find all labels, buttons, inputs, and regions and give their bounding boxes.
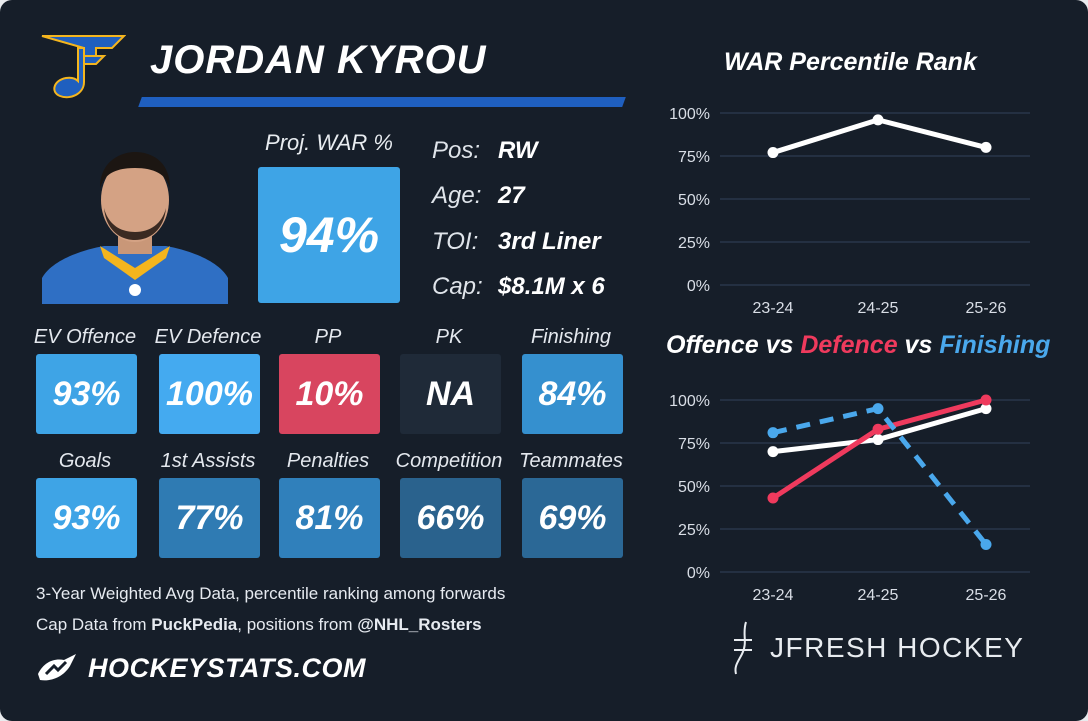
stat-label-ev-defence: EV Defence xyxy=(154,326,262,348)
chart1-series-point-0 xyxy=(872,114,884,126)
stat-label-pk: PK xyxy=(435,326,463,348)
stat-label-ev-offence: EV Offence xyxy=(33,326,137,348)
chart1-y-tick-label: 100% xyxy=(669,106,710,123)
player-headshot xyxy=(42,152,228,304)
name-underline-bar xyxy=(138,97,626,107)
stat-label-pp: PP xyxy=(314,326,342,348)
stat-box-ev-offence: 93% xyxy=(36,354,137,434)
war-value-box: 94% xyxy=(258,167,400,303)
chart2-series-point-2 xyxy=(980,538,992,550)
info-row-cap: Cap: $8.1M x 6 xyxy=(432,265,605,311)
chart1-x-tick-label: 24-25 xyxy=(858,300,899,317)
chart1-y-tick-label: 50% xyxy=(678,192,710,209)
chart2-title-defence: Defence xyxy=(800,331,898,359)
stat-box-goals: 93% xyxy=(36,478,137,558)
chart2-x-tick-label: 24-25 xyxy=(858,587,899,604)
stat-box-penalties: 81% xyxy=(279,478,380,558)
chart1-x-tick-label: 25-26 xyxy=(966,300,1007,317)
stat-label-1st-assists: 1st Assists xyxy=(160,450,256,472)
chart1-y-tick-label: 75% xyxy=(678,149,710,166)
chart2-x-tick-label: 25-26 xyxy=(966,587,1007,604)
info-value: 27 xyxy=(498,182,525,210)
info-key: TOI: xyxy=(432,227,479,255)
chart2-series-point-0 xyxy=(872,434,884,446)
chart2-y-tick-label: 0% xyxy=(687,565,710,582)
stat-box-pk: NA xyxy=(400,354,501,434)
info-row-age: Age: 27 xyxy=(432,174,605,220)
stat-box-finishing: 84% xyxy=(522,354,623,434)
blues-note-logo xyxy=(41,35,126,99)
info-value: 3rd Liner xyxy=(498,227,601,255)
stat-label-finishing: Finishing xyxy=(530,326,612,348)
chart1-title: WAR Percentile Rank xyxy=(724,48,977,76)
chart2-series-point-2 xyxy=(872,403,884,415)
hockeystats-icon xyxy=(38,654,76,681)
hockeystats-logo: HOCKEYSTATS.COM xyxy=(36,652,366,684)
player-name: JORDAN KYROU xyxy=(150,38,487,82)
info-row-pos: Pos: RW xyxy=(432,128,605,174)
footnote-nhl-rosters: @NHL_Rosters xyxy=(357,615,482,634)
footnote-data: 3-Year Weighted Avg Data, percentile ran… xyxy=(36,584,506,603)
footnote-sources: Cap Data from PuckPedia, positions from … xyxy=(36,615,482,635)
chart2-series-point-0 xyxy=(980,403,992,415)
info-value: $8.1M x 6 xyxy=(498,273,605,301)
chart2-title-offence: Offence xyxy=(666,331,759,359)
jfresh-logo: JFRESH HOCKEY xyxy=(730,620,1024,676)
player-info: Pos: RW Age: 27 TOI: 3rd Liner Cap: $8.1… xyxy=(432,128,605,310)
offence-defence-finishing-chart: 0% 25% 50% 75% 100% 23-24 24-25 25-26 xyxy=(669,393,1030,604)
stat-label-penalties: Penalties xyxy=(286,450,370,472)
info-key: Age: xyxy=(432,182,482,210)
stat-label-competition: Competition xyxy=(395,450,503,472)
stat-label-goals: Goals xyxy=(58,450,112,472)
stat-box-teammates: 69% xyxy=(522,478,623,558)
jfresh-text: JFRESH HOCKEY xyxy=(770,632,1025,663)
chart1-y-tick-label: 25% xyxy=(678,235,710,252)
war-percentile-chart: 0% 25% 50% 75% 100% 23-24 24-25 25-26 xyxy=(669,106,1030,317)
hockeystats-text: HOCKEYSTATS.COM xyxy=(88,652,367,683)
chart1-x-tick-label: 23-24 xyxy=(753,300,794,317)
war-label: Proj. WAR % xyxy=(265,130,393,155)
chart2-series-point-1 xyxy=(980,394,992,406)
chart2-y-tick-label: 100% xyxy=(669,393,710,410)
info-key: Pos: xyxy=(432,136,481,164)
chart2-title: Offence vs Defence vs Finishing xyxy=(666,331,1050,360)
info-row-toi: TOI: 3rd Liner xyxy=(432,219,605,265)
chart1-series-point-0 xyxy=(767,147,779,159)
stat-box-1st-assists: 77% xyxy=(159,478,260,558)
chart2-title-vs2: vs xyxy=(897,331,940,359)
footnote-mid: , positions from xyxy=(237,615,358,634)
chart2-y-tick-label: 25% xyxy=(678,522,710,539)
chart1-series-point-0 xyxy=(980,141,992,153)
chart2-y-tick-label: 75% xyxy=(678,436,710,453)
chart2-x-tick-label: 23-24 xyxy=(753,587,794,604)
chart2-series-point-1 xyxy=(767,492,779,504)
footnote-prefix: Cap Data from xyxy=(36,615,152,634)
chart2-y-tick-label: 50% xyxy=(678,479,710,496)
chart1-y-tick-label: 0% xyxy=(687,278,710,295)
chart2-series-point-1 xyxy=(872,423,884,435)
chart2-title-vs1: vs xyxy=(758,331,801,359)
info-key: Cap: xyxy=(432,273,483,301)
jfresh-icon xyxy=(734,621,752,675)
chart2-title-finishing: Finishing xyxy=(939,331,1051,359)
stat-box-ev-defence: 100% xyxy=(159,354,260,434)
stat-box-competition: 66% xyxy=(400,478,501,558)
footnote-puckpedia: PuckPedia xyxy=(151,615,238,634)
stat-box-pp: 10% xyxy=(279,354,380,434)
chart2-series-point-2 xyxy=(767,427,779,439)
chart2-series-point-0 xyxy=(767,446,779,458)
stat-label-teammates: Teammates xyxy=(519,450,623,472)
info-value: RW xyxy=(498,136,538,164)
